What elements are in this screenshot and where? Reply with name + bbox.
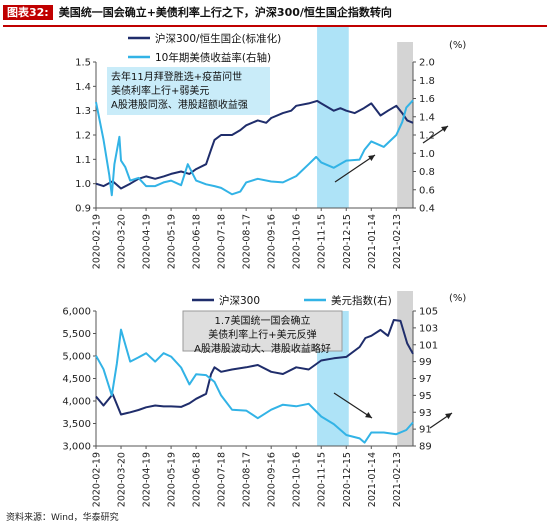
right-tick-label: 0.6 bbox=[419, 185, 435, 196]
left-tick-label: 1.3 bbox=[75, 106, 91, 117]
right-tick-label: 1.0 bbox=[419, 149, 435, 160]
x-tick-label: 2021-02-13 bbox=[392, 452, 403, 507]
x-tick-label: 2020-11-15 bbox=[317, 452, 328, 507]
right-tick-label: 93 bbox=[419, 408, 432, 419]
annotation-box bbox=[182, 310, 343, 352]
x-tick-label: 2020-03-20 bbox=[117, 214, 128, 269]
annotation-line: A股港股波动大、港股收益略好 bbox=[194, 342, 331, 355]
x-tick-label: 2020-07-18 bbox=[217, 214, 228, 269]
annotation-line: 美债利率上行+美元反弹 bbox=[208, 328, 316, 341]
x-tick-label: 2020-06-18 bbox=[192, 452, 203, 507]
x-tick-label: 2020-08-17 bbox=[242, 214, 253, 269]
title-rule bbox=[3, 25, 547, 27]
x-tick-label: 2020-12-15 bbox=[342, 452, 353, 507]
left-tick-label: 1.5 bbox=[75, 58, 91, 69]
series-line-primary bbox=[95, 319, 414, 416]
right-tick-label: 101 bbox=[419, 340, 438, 351]
grey-band bbox=[397, 42, 413, 208]
legend-label: 10年期美债收益率(右轴) bbox=[155, 51, 271, 64]
x-tick-label: 2020-09-16 bbox=[267, 452, 278, 507]
x-tick-label: 2020-10-16 bbox=[292, 214, 303, 269]
right-tick-label: 0.4 bbox=[419, 204, 435, 215]
left-tick-label: 4,500 bbox=[62, 374, 91, 385]
right-tick-label: 2.0 bbox=[419, 58, 435, 69]
left-tick-label: 4,000 bbox=[62, 397, 91, 408]
left-tick-label: 1.0 bbox=[75, 179, 91, 190]
figure-title-text: 美国统一国会确立+美债利率上行之下，沪深300/恒生国企指数转向 bbox=[58, 6, 392, 19]
x-tick-label: 2020-10-16 bbox=[292, 452, 303, 507]
series-line-primary bbox=[95, 99, 414, 190]
right-tick-label: 1.6 bbox=[419, 94, 435, 105]
right-tick-label: 0.8 bbox=[419, 167, 435, 178]
x-tick-label: 2020-06-18 bbox=[192, 214, 203, 269]
figure-title: 图表32: 美国统一国会确立+美债利率上行之下，沪深300/恒生国企指数转向 bbox=[3, 3, 547, 23]
legend-label: 沪深300 bbox=[219, 294, 260, 307]
x-tick-label: 2020-04-19 bbox=[142, 214, 153, 269]
trend-arrow bbox=[334, 154, 376, 183]
right-tick-label: 1.4 bbox=[419, 112, 435, 123]
left-tick-label: 1.4 bbox=[75, 82, 91, 93]
legend-label: 沪深300/恒生国企(标准化) bbox=[155, 32, 281, 45]
x-tick-label: 2020-02-19 bbox=[92, 214, 103, 269]
right-tick-label: 99 bbox=[419, 357, 432, 368]
x-tick-label: 2021-02-13 bbox=[392, 214, 403, 269]
legend-label: 美元指数(右) bbox=[331, 294, 392, 307]
x-tick-label: 2020-04-19 bbox=[142, 452, 153, 507]
x-tick-label: 2020-02-19 bbox=[92, 452, 103, 507]
highlight-band bbox=[317, 27, 349, 208]
x-tick-label: 2020-07-18 bbox=[217, 452, 228, 507]
left-tick-label: 1.2 bbox=[75, 131, 91, 142]
left-tick-label: 3,000 bbox=[62, 442, 91, 453]
right-tick-label: 1.8 bbox=[419, 76, 435, 87]
right-tick-label: 103 bbox=[419, 323, 438, 334]
annotation-box bbox=[107, 67, 270, 115]
right-tick-label: 95 bbox=[419, 391, 432, 402]
x-tick-label: 2021-01-14 bbox=[367, 214, 378, 269]
x-tick-label: 2020-09-16 bbox=[267, 214, 278, 269]
x-tick-label: 2020-08-17 bbox=[242, 452, 253, 507]
series-line-secondary bbox=[95, 99, 414, 197]
x-tick-label: 2020-05-19 bbox=[167, 452, 178, 507]
source-note: 资料来源：Wind，华泰研究 bbox=[6, 513, 119, 523]
right-axis-unit: (%) bbox=[449, 40, 466, 51]
right-tick-label: 89 bbox=[419, 442, 432, 453]
x-tick-label: 2020-11-15 bbox=[317, 214, 328, 269]
figure-number: 图表32: bbox=[3, 5, 53, 20]
right-tick-label: 97 bbox=[419, 374, 432, 385]
left-tick-label: 5,500 bbox=[62, 329, 91, 340]
annotation-line: 美债利率上行+弱美元 bbox=[111, 84, 209, 97]
annotation-line: A股港股同涨、港股超额收益强 bbox=[111, 98, 248, 111]
trend-arrow-head bbox=[368, 155, 375, 162]
trend-arrow-head bbox=[441, 126, 448, 133]
right-tick-label: 91 bbox=[419, 425, 432, 436]
left-tick-label: 5,000 bbox=[62, 352, 91, 363]
trend-arrow-head bbox=[365, 411, 372, 418]
left-tick-label: 3,500 bbox=[62, 419, 91, 430]
left-tick-label: 1.1 bbox=[75, 155, 91, 166]
x-tick-label: 2020-12-15 bbox=[342, 214, 353, 269]
grey-band bbox=[397, 291, 413, 446]
left-tick-label: 6,000 bbox=[62, 307, 91, 318]
trend-arrow bbox=[333, 392, 373, 419]
x-tick-label: 2021-01-14 bbox=[367, 452, 378, 507]
x-tick-label: 2020-05-19 bbox=[167, 214, 178, 269]
annotation-line: 去年11月拜登胜选+疫苗问世 bbox=[111, 70, 242, 83]
right-tick-label: 105 bbox=[419, 307, 438, 318]
right-axis-unit: (%) bbox=[449, 293, 466, 304]
series-line-secondary bbox=[95, 328, 414, 444]
x-tick-label: 2020-03-20 bbox=[117, 452, 128, 507]
right-tick-label: 1.2 bbox=[419, 131, 435, 142]
annotation-line: 1.7美国统一国会确立 bbox=[215, 314, 311, 327]
trend-arrow-head bbox=[445, 413, 452, 420]
left-tick-label: 0.9 bbox=[75, 204, 91, 215]
